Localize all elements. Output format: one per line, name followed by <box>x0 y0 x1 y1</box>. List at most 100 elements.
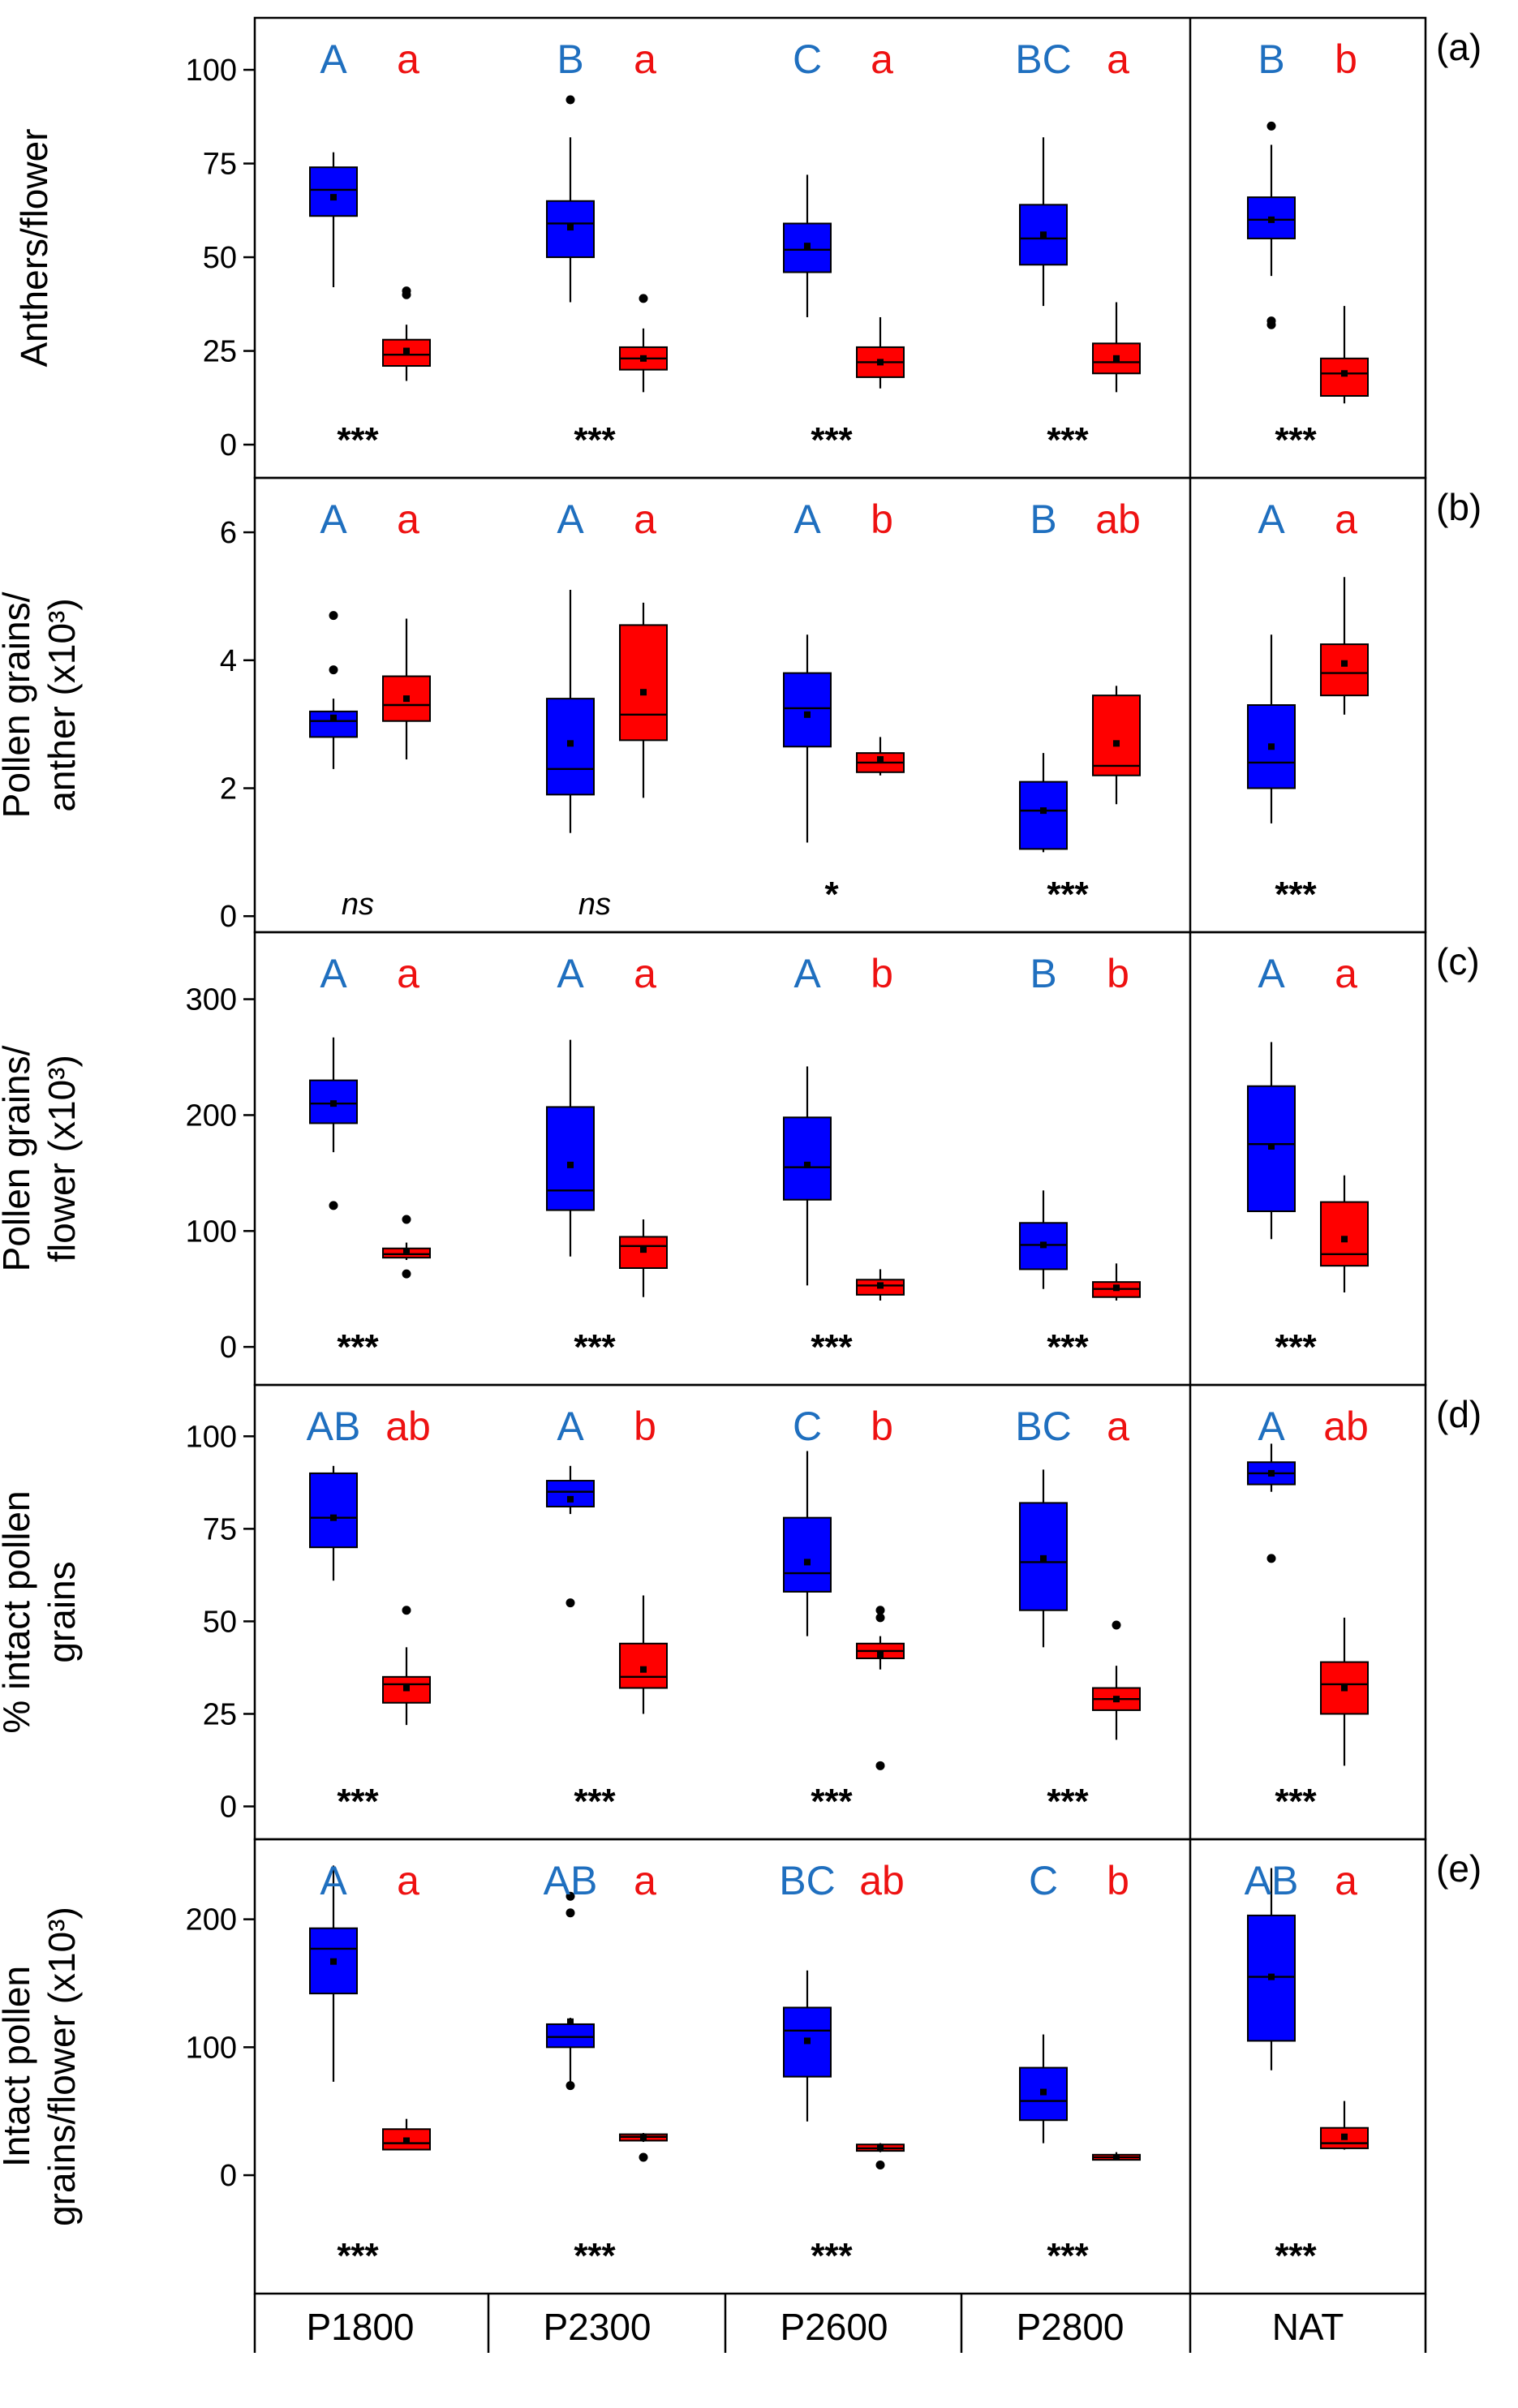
outlier-point <box>639 294 648 303</box>
box-blue-P2800 <box>1019 1190 1068 1289</box>
mean-marker <box>403 2137 410 2144</box>
letter-red: a <box>634 951 656 996</box>
box-red-P2600 <box>856 316 905 389</box>
y-tick-label: 0 <box>220 1331 237 1365</box>
significance-mark: *** <box>337 2236 379 2276</box>
mean-marker <box>403 1684 410 1692</box>
panel-frame <box>253 16 1427 479</box>
letter-red: b <box>871 951 893 996</box>
letter-blue: BC <box>1015 1404 1071 1449</box>
box-red-P1800 <box>382 618 431 760</box>
box-blue-P2800 <box>1019 2034 1068 2144</box>
significance-mark: *** <box>574 1782 616 1821</box>
significance-mark: * <box>824 875 839 914</box>
panel-label: (e) <box>1436 1847 1481 1890</box>
letter-blue: A <box>793 951 821 996</box>
mean-marker <box>640 355 647 362</box>
box-blue-NAT <box>1247 634 1296 823</box>
box-blue-P1800 <box>309 611 358 769</box>
letter-red: b <box>634 1404 656 1449</box>
mean-marker <box>330 194 337 201</box>
letter-blue: B <box>1030 951 1056 996</box>
box-red-NAT <box>1320 306 1369 404</box>
significance-mark: ns <box>342 888 374 922</box>
box-blue-NAT <box>1247 121 1296 329</box>
outlier-point <box>1266 320 1276 329</box>
outlier-point <box>565 1891 575 1901</box>
significance-mark: *** <box>1275 1782 1317 1821</box>
y-tick-label: 100 <box>186 1215 237 1249</box>
letter-red: ab <box>1323 1404 1369 1449</box>
box-blue-P2800 <box>1019 1469 1068 1648</box>
box-red-P1800 <box>382 286 431 381</box>
panel-frame <box>253 1383 1427 1841</box>
mean-marker <box>403 695 410 703</box>
mean-marker <box>1268 1973 1275 1980</box>
box-red-P2300 <box>619 602 668 798</box>
outlier-point <box>875 1761 885 1770</box>
y-axis-label: Pollen grains/ <box>0 1045 37 1271</box>
letter-red: a <box>634 1858 656 1903</box>
mean-marker <box>1113 740 1120 747</box>
box-red-P2800 <box>1092 686 1141 805</box>
outlier-point <box>639 2152 648 2162</box>
significance-mark: *** <box>574 1327 616 1367</box>
box-iqr <box>309 1472 358 1549</box>
box-blue-P1800 <box>309 1037 358 1210</box>
letter-blue: B <box>1258 37 1284 82</box>
y-tick-label: 2 <box>220 772 237 806</box>
mean-marker <box>804 243 811 250</box>
box-red-NAT <box>1320 577 1369 715</box>
y-axis-label: grains/flower (x10³) <box>41 1907 83 2226</box>
significance-mark: *** <box>337 1782 379 1821</box>
significance-mark: *** <box>811 2236 853 2276</box>
significance-mark: *** <box>811 1782 853 1821</box>
letter-blue: B <box>557 37 583 82</box>
letter-red: a <box>871 37 893 82</box>
letter-red: b <box>1107 951 1129 996</box>
y-tick-label: 25 <box>203 335 237 369</box>
significance-mark: *** <box>1275 875 1317 914</box>
outlier-point <box>329 1201 338 1210</box>
mean-marker <box>403 347 410 355</box>
y-tick-label: 75 <box>203 148 237 182</box>
mean-marker <box>1040 1241 1047 1249</box>
letter-red: ab <box>859 1858 905 1903</box>
mean-marker <box>1268 216 1275 223</box>
mean-marker <box>877 2144 884 2151</box>
mean-marker <box>1268 1469 1275 1477</box>
mean-marker <box>1113 2153 1120 2161</box>
letter-red: a <box>634 37 656 82</box>
box-blue-P2600 <box>783 1970 832 2122</box>
box-blue-P1800 <box>309 1465 358 1581</box>
box-red-P2800 <box>1092 1620 1141 1740</box>
letter-blue: B <box>1030 497 1056 542</box>
box-blue-NAT <box>1247 1042 1296 1240</box>
outlier-point <box>1266 121 1276 131</box>
significance-mark: *** <box>1047 1327 1089 1367</box>
y-tick-label: 6 <box>220 516 237 550</box>
significance-mark: ns <box>578 888 611 922</box>
x-category-label: P1800 <box>306 2306 414 2348</box>
mean-marker <box>1341 2133 1348 2140</box>
mean-marker <box>567 2018 574 2025</box>
letter-blue: A <box>557 951 584 996</box>
mean-marker <box>330 1514 337 1521</box>
box-red-P1800 <box>382 1215 431 1279</box>
significance-mark: *** <box>1047 2236 1089 2276</box>
letter-blue: AB <box>307 1404 361 1449</box>
letter-red: a <box>397 37 419 82</box>
mean-marker <box>1341 1684 1348 1692</box>
mean-marker <box>1341 660 1348 667</box>
letter-blue: A <box>557 497 584 542</box>
letter-blue: AB <box>544 1858 598 1903</box>
box-blue-P2300 <box>546 1465 595 1608</box>
letter-blue: A <box>793 497 821 542</box>
box-iqr <box>1320 643 1369 697</box>
y-tick-label: 0 <box>220 1791 237 1825</box>
y-tick-label: 100 <box>186 54 237 88</box>
mean-marker <box>877 1282 884 1289</box>
box-blue-P2600 <box>783 1451 832 1636</box>
box-iqr <box>546 1480 595 1507</box>
